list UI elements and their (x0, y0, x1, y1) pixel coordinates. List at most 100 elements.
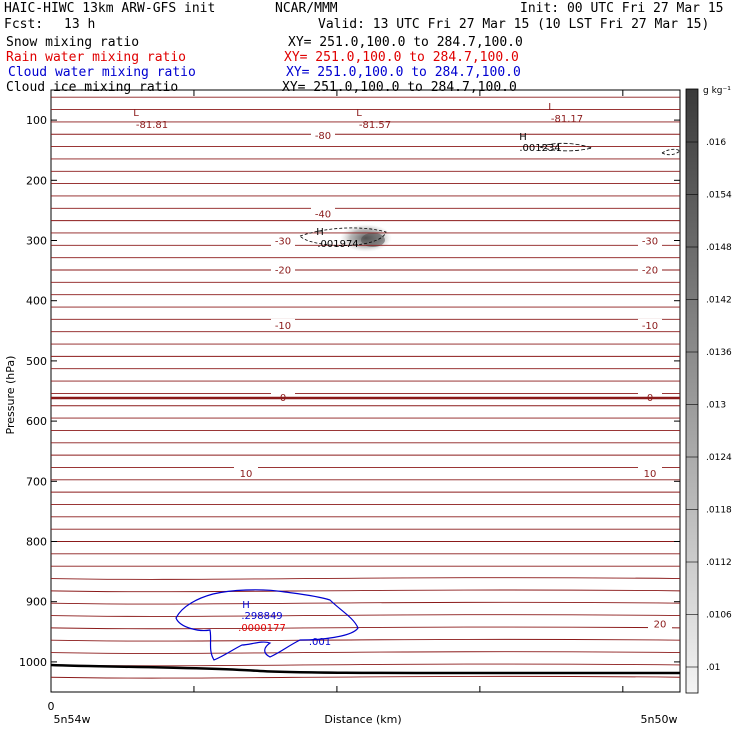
temperature-contour-line (50, 158, 681, 160)
field-snow-xy: XY= 251.0,100.0 to 284.7,100.0 (288, 35, 523, 50)
isotherm-label: -20 (275, 265, 291, 276)
isotherm-label: 20 (654, 619, 667, 630)
temperature-contour-line (50, 207, 681, 210)
isotherm-label-bg (311, 129, 335, 142)
temperature-contour-line (50, 108, 681, 111)
x-axis-title: Distance (km) (324, 713, 401, 726)
y-tick-label: 400 (26, 295, 47, 308)
temperature-contour-line (50, 182, 681, 185)
field-cloudice-name: Cloud ice mixing ratio (6, 80, 179, 95)
temperature-contour-line (50, 479, 681, 481)
temperature-contour-line (50, 232, 681, 234)
temperature-contour-line (50, 491, 681, 493)
isotherm-label-bg (271, 234, 295, 247)
temperature-contour-line (50, 380, 681, 382)
colorbar-tick-label: .0112 (706, 558, 732, 568)
temperature-contour-line (50, 589, 681, 593)
low-value-2: -81.57 (359, 120, 391, 131)
field-snow-name: Snow mixing ratio (6, 35, 140, 50)
cloud-ice-contour-mid (299, 227, 387, 246)
header-fcst-value: 13 h (64, 17, 96, 32)
isotherm-label-bg (638, 318, 662, 331)
temperature-contour-line (50, 145, 681, 148)
isotherm-label: -30 (642, 237, 658, 248)
y-tick-label: 200 (26, 174, 47, 187)
zero-isotherm (50, 396, 681, 400)
y-tick-label: 600 (26, 415, 47, 428)
temperature-contour-line (50, 651, 681, 654)
isotherm-label-bg (234, 466, 258, 479)
temperature-contour-line (50, 256, 681, 259)
header-title: HAIC-HIWC 13km ARW-GFS init (4, 1, 216, 16)
temperature-contour-line (50, 330, 681, 333)
isotherm-label-bg (271, 318, 295, 331)
isotherm-label: -40 (315, 209, 331, 220)
colorbar-unit: g kg⁻¹ (703, 86, 731, 96)
field-rain-name: Rain water mixing ratio (6, 50, 187, 65)
isotherm-label: -10 (275, 321, 291, 332)
colorbar-tick-label: .0118 (706, 506, 732, 516)
cloud-ice-contour-edge (661, 148, 681, 156)
isotherm-label: 10 (644, 469, 657, 480)
temperature-contour-line (50, 516, 681, 518)
isotherm-label: -10 (642, 321, 658, 332)
x-axis-zero-label: 0 (48, 700, 55, 713)
low-label-2: L (356, 108, 362, 119)
high-value-ice-mid: .001974 (317, 239, 358, 250)
temperature-contour-line (50, 503, 681, 506)
isotherm-label: -30 (275, 237, 291, 248)
temperature-contour-line (50, 219, 681, 222)
colorbar-tick-label: .0106 (706, 611, 732, 621)
temperature-contour-line (50, 306, 681, 308)
isotherm-label: -20 (642, 265, 658, 276)
field-rain-xy: XY= 251.0,100.0 to 284.7,100.0 (284, 50, 519, 65)
temperature-contour-line (50, 269, 681, 271)
high-label-cloudwater: H (242, 600, 250, 611)
x-axis-end-label: 5n50w (641, 713, 678, 726)
y-tick-label: 1000 (19, 656, 47, 669)
colorbar-tick-label: .0124 (706, 453, 732, 463)
temperature-contour-line (50, 417, 681, 419)
temperature-contour-line (50, 601, 681, 605)
temperature-contour-line (50, 577, 681, 580)
temperature-contour-line (50, 565, 681, 567)
y-axis-title: Pressure (hPa) (4, 356, 17, 435)
colorbar-tick-label: .0154 (706, 191, 732, 201)
temperature-contour-line (50, 429, 681, 432)
temperature-contour-line (50, 281, 681, 284)
isotherm-label: 10 (240, 469, 253, 480)
isotherm-label-bg (311, 207, 335, 220)
colorbar (685, 88, 699, 694)
isotherm-label-bg (648, 617, 672, 630)
isotherm-label-bg (271, 263, 295, 276)
colorbar-ticks: .016 .0154 .0148 .0142 .0136 .013 .0124 .0118 .0… (686, 138, 732, 673)
field-cloudwater-xy: XY= 251.0,100.0 to 284.7,100.0 (286, 65, 521, 80)
temperature-contour-line (50, 638, 681, 642)
temperature-contour-line (50, 343, 681, 345)
temperature-contour-line (50, 528, 681, 530)
isotherm-label-bg (638, 234, 662, 247)
temperature-contour-line (50, 170, 681, 173)
colorbar-tick-label: .013 (706, 401, 726, 411)
cloud-water-contour (175, 589, 359, 661)
x-axis-ticks (50, 90, 624, 692)
temperature-contour-line (50, 355, 681, 358)
high-label-ice-mid: H (316, 227, 324, 238)
y-tick-label: 700 (26, 475, 47, 488)
high-value-cloudwater: .298849 (241, 611, 282, 622)
temperature-contour-line (50, 133, 681, 135)
temperature-contour-line (50, 540, 681, 543)
x-axis-start-label: 5n54w (54, 713, 91, 726)
temperature-contour-line (50, 96, 681, 98)
field-cloudwater-name: Cloud water mixing ratio (8, 65, 196, 80)
plot-frame (50, 89, 681, 693)
temperature-contour-line (50, 454, 681, 456)
temperature-contour-line (50, 293, 681, 296)
isotherm-label-bg (638, 263, 662, 276)
colorbar-tick-label: .0142 (706, 296, 732, 306)
low-label-3: L (548, 102, 554, 113)
temperature-contour-line (50, 553, 681, 555)
colorbar-tick-label: .01 (706, 663, 720, 673)
